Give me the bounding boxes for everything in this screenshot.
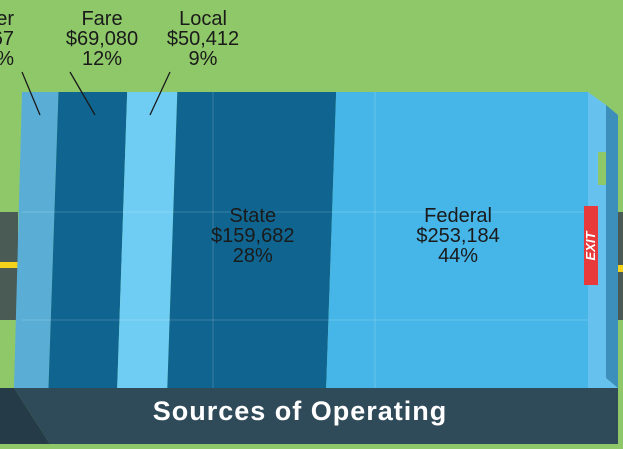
block-base (14, 388, 618, 444)
segment-state-pct-label: 28% (233, 245, 273, 267)
exit-sign-text: EXIT (583, 230, 598, 260)
segment-fare-pct-label: 12% (82, 48, 122, 70)
segment-state (167, 92, 337, 388)
segment-federal (326, 92, 588, 388)
exit-sign (584, 206, 598, 285)
leader-line-fare (69, 71, 96, 116)
segment-federal-pct-label: 44% (438, 245, 478, 267)
block-base-shade (0, 388, 50, 444)
segment-state-value-label: $159,682 (211, 225, 294, 247)
segment-other-pct-label: % (0, 48, 14, 70)
segment-other-value-label: $36,667 (0, 28, 14, 50)
left-rail (0, 262, 20, 268)
segment-federal-name-label: Federal (424, 205, 492, 227)
panel-grid (22, 92, 588, 388)
segment-federal-value-label: $253,184 (416, 225, 499, 247)
segment-fare-name-label: Fare (81, 8, 122, 30)
segment-local-value-label: $50,412 (167, 28, 239, 50)
segment-fare-value-label: $69,080 (66, 28, 138, 50)
segment-state-name-label: State (229, 205, 276, 227)
block-side-edge (606, 105, 618, 388)
leader-line-local (149, 71, 171, 116)
block-side (588, 92, 618, 388)
segment-local (117, 92, 178, 388)
segment-local-name-label: Local (179, 8, 227, 30)
leader-line-other (21, 71, 41, 116)
segment-other-name-label: ner (0, 8, 14, 30)
chart-title: Sources of Operating (153, 396, 448, 426)
segment-fare (48, 92, 128, 388)
segment-local-pct-label: 9% (189, 48, 218, 70)
segment-other (14, 92, 59, 388)
